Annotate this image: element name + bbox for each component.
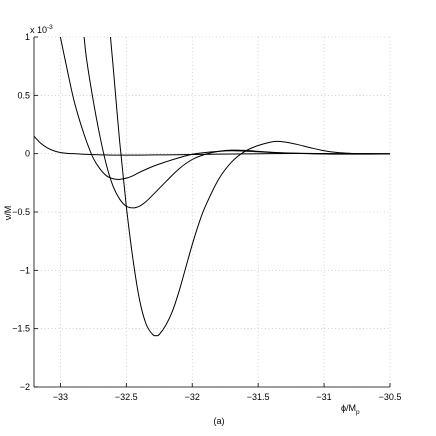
x-axis-label: ϕ/Mp	[341, 403, 360, 416]
y-tick-label: 0	[25, 149, 30, 159]
series-line-4	[109, 37, 390, 337]
x-axis-label-main: ϕ/M	[341, 403, 356, 413]
x-tick-label: −31.5	[247, 392, 270, 402]
x-tick-label: −32	[185, 392, 200, 402]
x-tick-label: −30.5	[379, 392, 402, 402]
y-tick-label: −2	[20, 382, 30, 392]
x-tick-label: −33	[53, 392, 68, 402]
y-tick-label: −0.5	[12, 207, 30, 217]
figure-caption: (a)	[214, 416, 225, 426]
axis-layer: −33 −32.5 −32 −31.5 −31 −30.5 −2 −1.5 −1 −0.5 0 0.5…	[12, 32, 401, 402]
grid-layer	[34, 36, 391, 388]
y-axis-label: ν/M	[3, 206, 13, 221]
series-line-2	[59, 37, 390, 180]
y-tick-label: −1.5	[12, 324, 30, 334]
y-tick-label: 0.5	[17, 90, 30, 100]
series-layer	[34, 37, 390, 337]
series-line-3	[83, 37, 390, 209]
x-tick-label: −32.5	[115, 392, 138, 402]
x-tick-label: −31	[316, 392, 331, 402]
x-axis-label-sub: p	[356, 409, 360, 416]
y-multiplier-base: x 10	[30, 25, 47, 35]
y-tick-label: 1	[25, 32, 30, 42]
y-multiplier-exponent: -3	[47, 24, 53, 31]
y-tick-label: −1	[20, 265, 30, 275]
series-line-1	[34, 135, 390, 156]
y-multiplier-label: x 10-3	[30, 24, 53, 35]
